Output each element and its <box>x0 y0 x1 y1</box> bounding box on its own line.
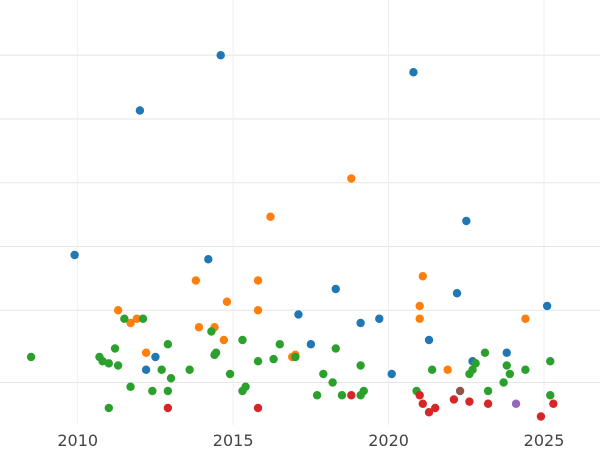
scatter-point <box>219 335 229 345</box>
scatter-point <box>157 365 166 374</box>
scatter-point <box>331 284 340 294</box>
scatter-point <box>312 391 322 400</box>
scatter-point <box>502 348 511 357</box>
scatter-point <box>328 378 337 387</box>
scatter-point <box>505 369 515 379</box>
scatter-point <box>266 212 275 221</box>
scatter-point <box>104 403 114 413</box>
scatter-point <box>536 412 546 421</box>
scatter-point <box>194 323 204 332</box>
scatter-point <box>431 403 440 413</box>
scatter-point <box>238 335 247 345</box>
x-axis: 2010 2015 2020 2025 <box>57 431 564 450</box>
scatter-point <box>253 276 263 285</box>
scatter-point <box>70 250 79 260</box>
scatter-point <box>521 365 530 374</box>
scatter-point <box>455 386 465 396</box>
scatter-point <box>375 314 384 323</box>
grid-layer <box>0 0 600 425</box>
scatter-point <box>319 369 328 379</box>
scatter-point <box>241 382 250 391</box>
scatter-point <box>225 369 235 379</box>
scatter-point <box>126 318 135 328</box>
scatter-point <box>306 340 316 349</box>
scatter-point <box>499 378 508 387</box>
scatter-point <box>110 344 120 353</box>
scatter-point <box>415 314 424 323</box>
scatter-point <box>511 399 521 408</box>
scatter-point <box>465 397 474 406</box>
scatter-point <box>141 348 151 357</box>
scatter-point <box>185 365 194 374</box>
scatter-point <box>132 314 141 323</box>
scatter-point <box>151 352 160 362</box>
scatter-point <box>418 272 427 281</box>
scatter-point <box>138 314 148 323</box>
scatter-point <box>331 344 340 353</box>
scatter-point <box>521 314 530 323</box>
scatter-point <box>113 306 123 315</box>
scatter-point <box>409 68 418 77</box>
points-layer <box>26 51 558 421</box>
scatter-point <box>542 301 552 311</box>
scatter-point <box>163 386 173 396</box>
x-tick-label: 2010 <box>57 431 98 450</box>
scatter-point <box>26 352 36 362</box>
scatter-point <box>359 386 368 396</box>
scatter-point <box>415 301 424 311</box>
scatter-point <box>120 314 129 323</box>
scatter-point <box>222 297 232 306</box>
scatter-point <box>275 340 284 349</box>
scatter-point <box>549 399 558 408</box>
scatter-point <box>546 391 555 400</box>
scatter-point <box>356 361 365 370</box>
x-tick-label: 2015 <box>213 431 254 450</box>
scatter-point <box>471 359 480 368</box>
scatter-point <box>253 357 263 366</box>
scatter-point <box>347 174 356 183</box>
scatter-point <box>483 399 493 408</box>
scatter-point <box>387 369 396 379</box>
scatter-point <box>418 399 427 408</box>
scatter-point <box>347 391 356 400</box>
x-tick-label: 2020 <box>368 431 409 450</box>
scatter-point <box>427 365 437 374</box>
scatter-point <box>424 408 434 417</box>
scatter-point <box>148 386 157 396</box>
scatter-point <box>211 348 221 357</box>
scatter-point <box>462 216 471 226</box>
scatter-point <box>253 306 263 315</box>
scatter-point <box>191 276 201 285</box>
scatter-point <box>502 361 511 370</box>
scatter-point <box>546 357 555 366</box>
scatter-point <box>337 391 347 400</box>
scatter-point <box>483 386 493 396</box>
scatter-point <box>415 391 424 400</box>
scatter-point <box>294 310 303 319</box>
scatter-point <box>253 403 263 413</box>
scatter-point <box>468 365 477 374</box>
scatter-point <box>449 395 459 404</box>
scatter-point <box>356 318 365 328</box>
scatter-point <box>269 354 278 364</box>
scatter-point <box>166 374 176 383</box>
scatter-point <box>163 403 173 413</box>
x-tick-label: 2025 <box>524 431 565 450</box>
scatter-point <box>163 340 173 349</box>
scatter-point <box>204 255 213 264</box>
scatter-point <box>216 51 225 60</box>
scatter-point <box>135 106 145 115</box>
scatter-point <box>126 382 135 391</box>
scatter-point <box>424 335 434 345</box>
scatter-point <box>104 359 114 368</box>
scatter-point <box>443 365 452 374</box>
scatter-point <box>113 361 123 370</box>
scatter-point <box>207 327 216 336</box>
scatter-point <box>452 289 462 298</box>
scatter-point <box>480 348 490 357</box>
scatter-point <box>141 365 151 374</box>
scatter-point <box>291 352 300 362</box>
